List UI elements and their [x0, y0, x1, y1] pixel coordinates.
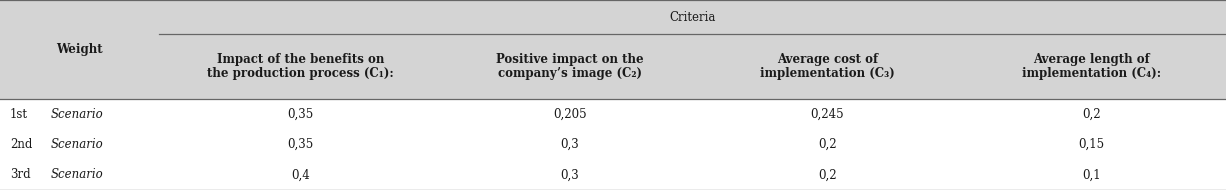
Text: Scenario: Scenario: [51, 108, 104, 120]
Text: 0,2: 0,2: [1081, 108, 1101, 120]
Text: Scenario: Scenario: [51, 168, 104, 181]
Text: 0,205: 0,205: [553, 108, 587, 120]
Text: Average length of
implementation (C₄):: Average length of implementation (C₄):: [1021, 52, 1161, 81]
Text: 0,3: 0,3: [560, 138, 580, 151]
Text: 0,2: 0,2: [818, 138, 837, 151]
Text: 0,2: 0,2: [818, 168, 837, 181]
Text: Positive impact on the
company’s image (C₂): Positive impact on the company’s image (…: [497, 52, 644, 81]
Text: 0,3: 0,3: [560, 168, 580, 181]
Text: 1st: 1st: [10, 108, 28, 120]
Text: 0,35: 0,35: [287, 138, 314, 151]
Text: 0,1: 0,1: [1081, 168, 1101, 181]
Text: 2nd: 2nd: [10, 138, 32, 151]
Bar: [0, 0, 1226, 99]
Text: Criteria: Criteria: [669, 11, 716, 24]
Bar: [0, 99, 1226, 190]
Text: Scenario: Scenario: [51, 138, 104, 151]
Text: 0,15: 0,15: [1078, 138, 1105, 151]
Text: 3rd: 3rd: [10, 168, 31, 181]
Text: Average cost of
implementation (C₃): Average cost of implementation (C₃): [760, 52, 895, 81]
Text: Weight: Weight: [56, 43, 103, 56]
Text: 0,35: 0,35: [287, 108, 314, 120]
Text: 0,4: 0,4: [291, 168, 310, 181]
Text: 0,245: 0,245: [810, 108, 845, 120]
Text: Impact of the benefits on
the production process (C₁):: Impact of the benefits on the production…: [207, 52, 394, 81]
